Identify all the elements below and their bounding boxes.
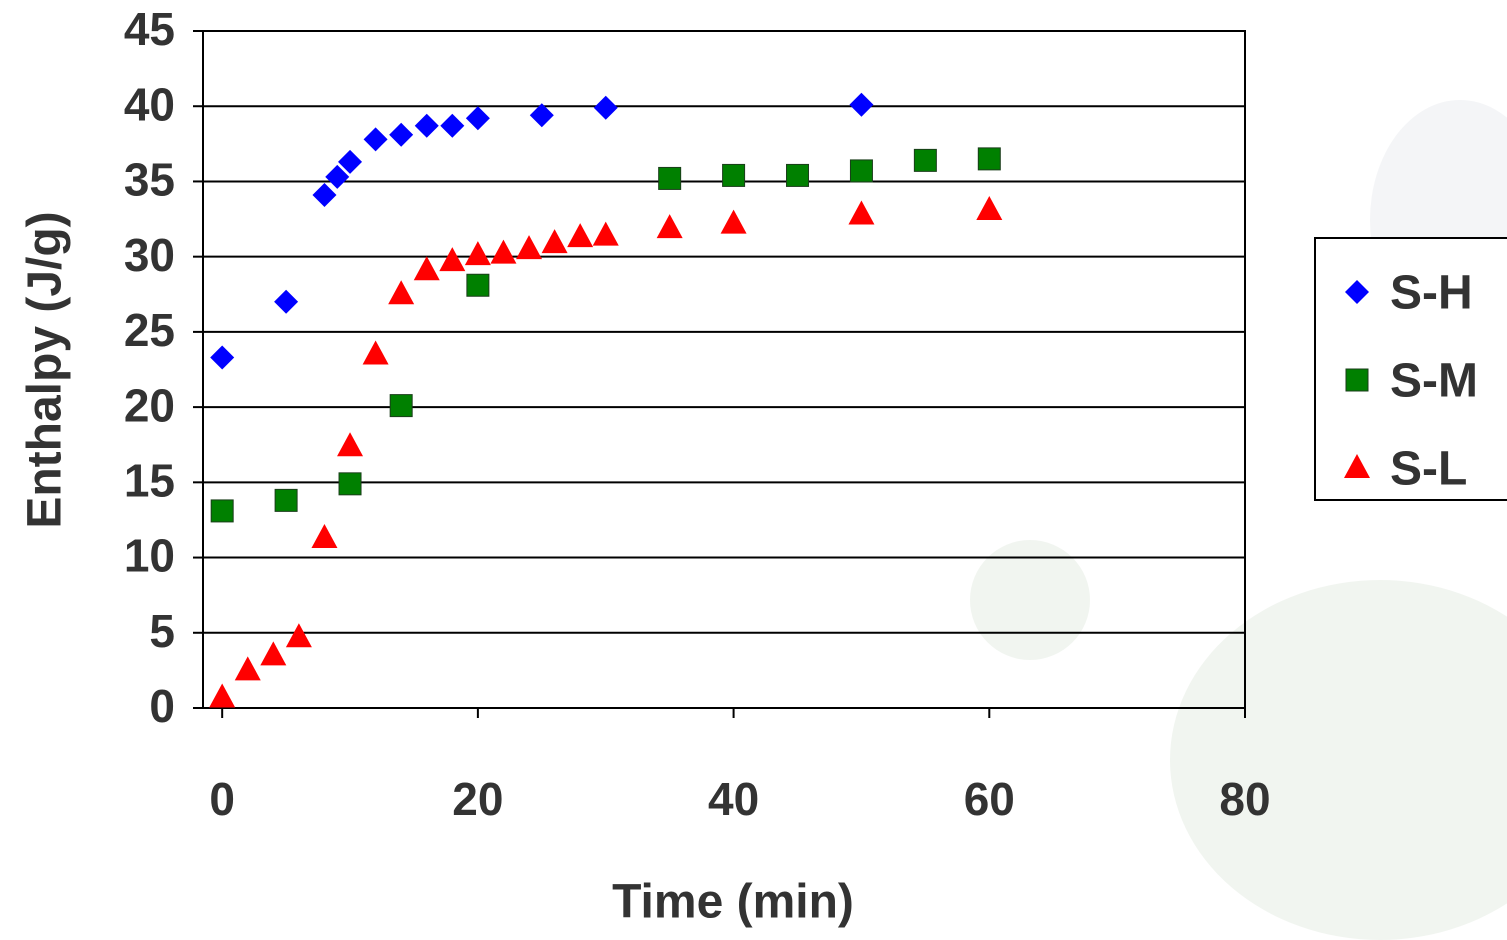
x-tick-label: 40 <box>708 773 759 825</box>
marker-triangle <box>592 221 619 246</box>
y-tick-label: 15 <box>124 454 175 506</box>
x-tick-label: 20 <box>452 773 503 825</box>
series <box>210 92 874 370</box>
marker-triangle <box>464 241 491 266</box>
marker-square <box>1345 368 1369 392</box>
marker-diamond <box>312 182 337 207</box>
series <box>210 147 1001 523</box>
marker-square <box>338 472 362 496</box>
series <box>209 196 1003 708</box>
marker-triangle <box>656 214 683 239</box>
marker-triangle <box>848 200 875 225</box>
y-tick-label: 35 <box>124 154 175 206</box>
marker-triangle <box>413 256 440 281</box>
marker-square <box>722 163 746 187</box>
marker-triangle <box>285 623 312 648</box>
marker-diamond <box>338 149 363 174</box>
legend-label: S-L <box>1390 443 1467 496</box>
marker-diamond <box>529 103 554 128</box>
y-tick-label: 5 <box>149 605 175 657</box>
marker-diamond <box>274 289 299 314</box>
marker-triangle <box>567 223 594 248</box>
marker-triangle <box>388 280 415 305</box>
marker-diamond <box>363 127 388 152</box>
marker-square <box>849 159 873 183</box>
y-tick-label: 45 <box>124 3 175 55</box>
plot-frame <box>202 30 1246 709</box>
marker-triangle <box>311 523 338 548</box>
y-tick-label: 40 <box>124 78 175 130</box>
marker-triangle <box>362 340 389 365</box>
x-tick-label: 80 <box>1219 773 1270 825</box>
marker-square <box>977 147 1001 171</box>
legend-label: S-M <box>1390 355 1478 408</box>
marker-diamond <box>325 164 350 189</box>
marker-triangle <box>260 641 287 666</box>
marker-triangle <box>541 229 568 254</box>
marker-diamond <box>210 345 235 370</box>
marker-triangle <box>209 683 236 708</box>
x-tick-label: 60 <box>964 773 1015 825</box>
marker-diamond <box>440 113 465 138</box>
marker-triangle <box>439 247 466 272</box>
marker-square <box>210 499 234 523</box>
marker-diamond <box>414 113 439 138</box>
marker-triangle <box>516 235 543 260</box>
marker-diamond <box>593 95 618 120</box>
y-axis-label: Enthalpy (J/g) <box>19 211 72 528</box>
marker-diamond <box>1345 280 1369 304</box>
marker-square <box>658 166 682 190</box>
y-tick-label: 10 <box>124 530 175 582</box>
x-axis-label: Time (min) <box>612 876 854 929</box>
marker-triangle <box>490 239 517 264</box>
marker-square <box>913 148 937 172</box>
marker-triangle <box>720 209 747 234</box>
marker-triangle <box>976 196 1003 221</box>
y-tick-label: 20 <box>124 379 175 431</box>
marker-square <box>466 273 490 297</box>
marker-diamond <box>389 122 414 147</box>
marker-triangle <box>234 656 261 681</box>
marker-triangle <box>1344 454 1370 478</box>
marker-diamond <box>849 92 874 117</box>
legend-label: S-H <box>1390 267 1473 320</box>
marker-triangle <box>337 432 364 457</box>
y-tick-label: 30 <box>124 229 175 281</box>
marker-square <box>389 394 413 418</box>
x-tick-label: 0 <box>209 773 235 825</box>
marker-diamond <box>465 106 490 131</box>
marker-square <box>786 163 810 187</box>
y-tick-label: 0 <box>149 680 175 732</box>
y-tick-label: 25 <box>124 304 175 356</box>
marker-square <box>274 488 298 512</box>
